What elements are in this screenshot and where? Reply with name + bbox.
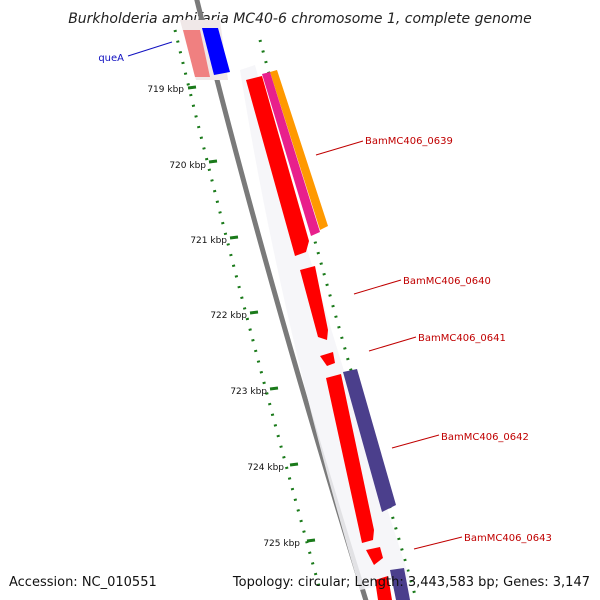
accession-text: Accession: NC_010551 <box>9 575 157 590</box>
gene-label-0642[interactable]: BamMC406_0642 <box>441 432 529 443</box>
tick-label-724: 724 kbp <box>247 463 284 473</box>
tick-mark-724 <box>289 462 299 467</box>
leader-queA <box>127 41 173 57</box>
leader-0642 <box>391 434 440 449</box>
tick-label-720: 720 kbp <box>169 161 206 171</box>
gene-queA <box>202 28 230 75</box>
tick-marks <box>187 85 316 543</box>
gene-label-0639[interactable]: BamMC406_0639 <box>365 136 453 147</box>
gene-label-0643[interactable]: BamMC406_0643 <box>464 533 552 544</box>
tick-mark-725 <box>306 538 316 543</box>
tick-mark-722 <box>249 310 259 315</box>
gene-queA-shadow <box>183 30 210 77</box>
leader-0643 <box>413 536 463 550</box>
tick-mark-720 <box>208 159 218 164</box>
tick-mark-719 <box>187 85 197 90</box>
tick-label-723: 723 kbp <box>230 387 267 397</box>
gene-0641 <box>320 352 335 366</box>
genome-summary-text: Topology: circular; Length: 3,443,583 bp… <box>232 575 590 590</box>
tick-label-721: 721 kbp <box>190 236 227 246</box>
gene-0643 <box>366 547 383 565</box>
gene-label-0640[interactable]: BamMC406_0640 <box>403 276 491 287</box>
tick-mark-723 <box>269 386 279 391</box>
map-title: Burkholderia ambifaria MC40-6 chromosome… <box>68 11 532 27</box>
gene-0639-magenta <box>262 72 320 236</box>
tick-label-719: 719 kbp <box>147 85 184 95</box>
gene-label-queA[interactable]: queA <box>98 53 124 64</box>
gene-next-purple <box>390 568 410 600</box>
leader-0639 <box>315 140 364 156</box>
leader-0640 <box>353 279 402 295</box>
tick-mark-721 <box>229 235 239 240</box>
tick-label-725: 725 kbp <box>263 539 300 549</box>
gene-next-red <box>375 576 392 600</box>
gene-0639-orange <box>270 70 328 230</box>
leader-0641 <box>368 336 417 352</box>
gene-0640 <box>300 266 328 340</box>
gene-0639-red <box>246 76 309 256</box>
tick-label-722: 722 kbp <box>210 311 247 321</box>
gene-label-0641[interactable]: BamMC406_0641 <box>418 333 506 344</box>
gene-0642-purple <box>343 369 396 512</box>
inner-tick-guide <box>173 29 322 591</box>
gene-0642-red <box>326 374 374 543</box>
